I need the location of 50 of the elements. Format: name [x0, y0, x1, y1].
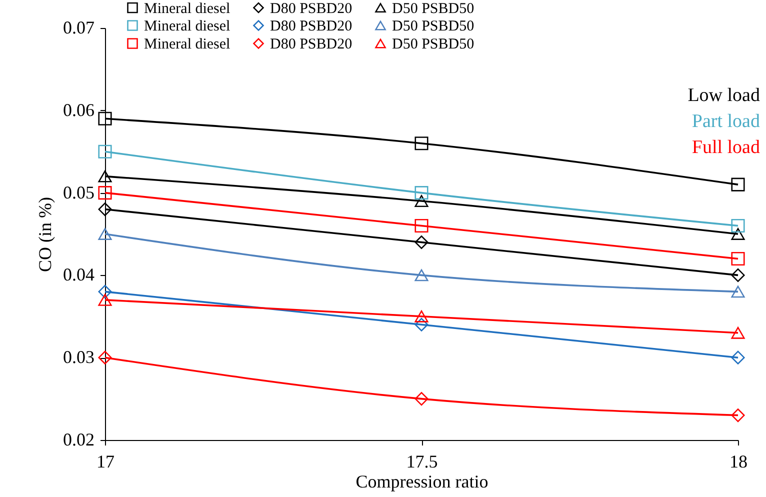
legend-label: Mineral diesel [144, 36, 230, 52]
x-axis-title: Compression ratio [356, 472, 488, 492]
y-tick-label: 0.03 [63, 347, 94, 368]
y-tick-label: 0.02 [63, 430, 94, 450]
point [731, 350, 745, 364]
x-tick-label: 18 [730, 452, 748, 472]
point [414, 310, 428, 322]
legend-label: D50 PSBD50 [392, 36, 474, 52]
point [98, 170, 112, 182]
point [98, 202, 112, 216]
point [731, 218, 745, 233]
point [731, 268, 745, 282]
point [98, 228, 112, 240]
x-tick-label: 17 [96, 452, 114, 472]
point [414, 269, 428, 282]
point [731, 252, 745, 266]
point [98, 112, 112, 126]
legend-label: D80 PSBD20 [270, 36, 352, 52]
annotation: Low load [688, 85, 760, 106]
point [414, 392, 428, 406]
point [98, 144, 112, 158]
point [414, 235, 428, 250]
point [731, 286, 745, 298]
y-tick-label: 0.05 [63, 182, 94, 202]
legend-label: D50 PSBD50 [392, 0, 474, 17]
point [731, 178, 745, 192]
point [731, 408, 745, 422]
y-axis-title: CO (in %) [35, 197, 55, 272]
point [731, 326, 745, 339]
x-tick-label: 17.5 [406, 452, 438, 472]
annotation: Part load [692, 111, 760, 132]
y-tick-label: 0.07 [63, 18, 94, 38]
point [98, 350, 112, 364]
legend-label: Mineral diesel [144, 18, 230, 34]
y-tick-label: 0.04 [63, 264, 94, 285]
point [98, 186, 112, 200]
legend-label: Mineral diesel [144, 0, 230, 17]
legend-label: D80 PSBD20 [270, 18, 352, 34]
point [414, 195, 428, 207]
point [414, 186, 428, 200]
point [98, 294, 112, 306]
legend-label: D80 PSBD20 [270, 0, 352, 17]
point [414, 136, 428, 150]
point [731, 228, 745, 240]
point [98, 284, 112, 298]
y-tick-label: 0.06 [63, 100, 94, 120]
point [414, 318, 428, 332]
legend-label: D50 PSBD50 [392, 18, 474, 34]
point [414, 218, 428, 233]
annotation: Full load [692, 137, 760, 158]
